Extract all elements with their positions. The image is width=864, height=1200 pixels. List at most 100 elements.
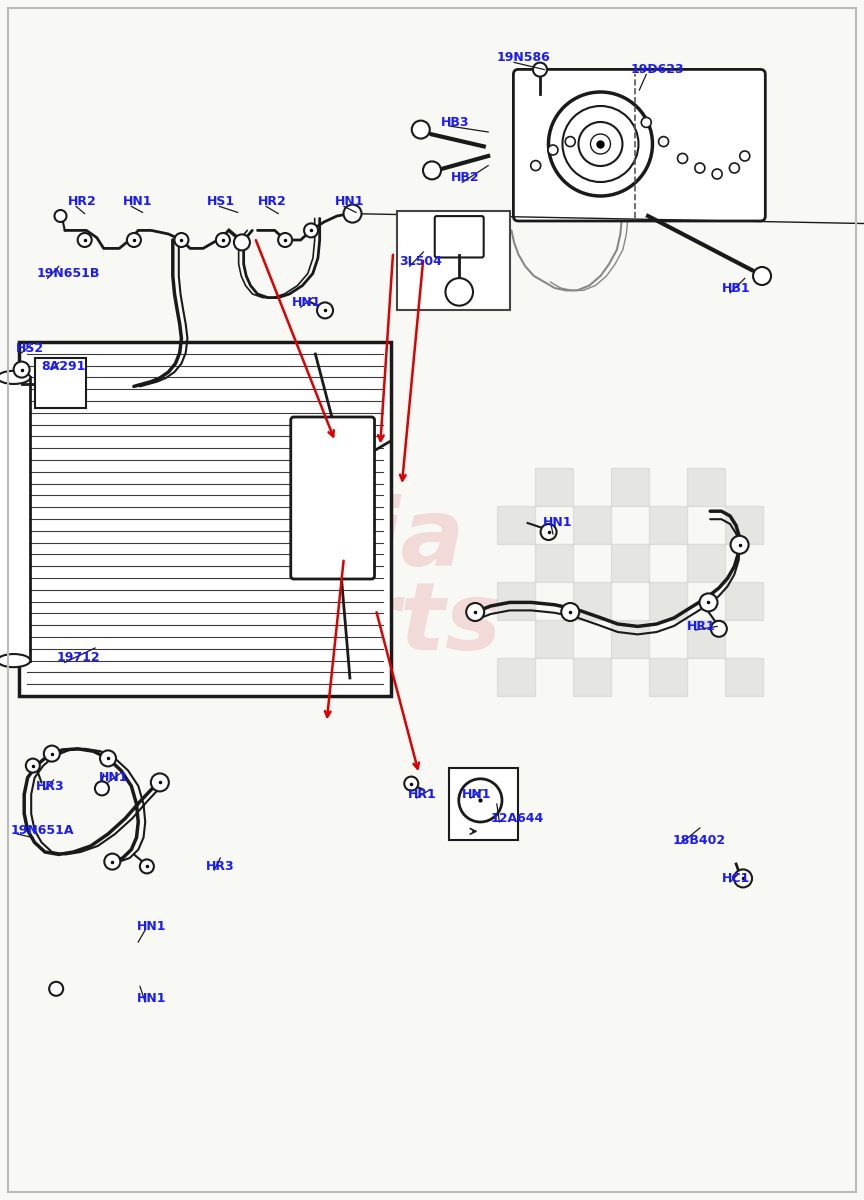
Circle shape <box>216 233 230 247</box>
Text: 19N651B: 19N651B <box>36 268 99 280</box>
Circle shape <box>658 137 669 146</box>
Text: HR1: HR1 <box>687 620 715 632</box>
Text: HN1: HN1 <box>335 196 365 208</box>
Circle shape <box>562 602 579 622</box>
Text: HR2: HR2 <box>67 196 96 208</box>
Circle shape <box>44 745 60 762</box>
Text: HR3: HR3 <box>36 780 65 792</box>
Circle shape <box>26 758 40 773</box>
Text: HN1: HN1 <box>137 992 166 1004</box>
Circle shape <box>530 161 541 170</box>
Circle shape <box>49 982 63 996</box>
Ellipse shape <box>0 654 30 667</box>
Text: 19N651A: 19N651A <box>10 824 73 836</box>
Circle shape <box>140 859 154 874</box>
Circle shape <box>712 169 722 179</box>
Bar <box>649 658 687 696</box>
Circle shape <box>549 92 652 196</box>
Bar <box>573 658 611 696</box>
Circle shape <box>95 781 109 796</box>
Ellipse shape <box>0 371 30 384</box>
Circle shape <box>404 776 418 791</box>
Bar <box>449 768 518 840</box>
Bar <box>497 506 535 544</box>
Circle shape <box>533 62 547 77</box>
Text: 3L504: 3L504 <box>399 256 442 268</box>
Text: HN1: HN1 <box>292 296 321 308</box>
Circle shape <box>740 151 750 161</box>
Circle shape <box>151 774 168 792</box>
Bar <box>497 658 535 696</box>
Bar <box>35 358 86 408</box>
Circle shape <box>753 266 771 284</box>
Circle shape <box>641 118 651 127</box>
Text: 19D623: 19D623 <box>631 64 684 76</box>
Circle shape <box>78 233 92 247</box>
FancyBboxPatch shape <box>291 416 374 578</box>
Circle shape <box>579 122 622 166</box>
Text: HN1: HN1 <box>123 196 152 208</box>
Text: HR2: HR2 <box>257 196 286 208</box>
Text: 8A291: 8A291 <box>41 360 86 372</box>
Circle shape <box>127 233 141 247</box>
Bar <box>573 582 611 620</box>
Circle shape <box>278 233 292 247</box>
Circle shape <box>734 869 752 888</box>
Circle shape <box>459 779 502 822</box>
Bar <box>611 544 649 582</box>
Text: HN1: HN1 <box>137 920 166 932</box>
Bar <box>397 211 510 310</box>
Circle shape <box>729 163 740 173</box>
Text: 19N586: 19N586 <box>497 52 550 64</box>
Circle shape <box>677 154 688 163</box>
Circle shape <box>412 120 429 138</box>
Text: 12A644: 12A644 <box>491 812 544 824</box>
Bar <box>535 468 573 506</box>
Circle shape <box>731 535 748 553</box>
Bar <box>687 468 725 506</box>
Text: HB2: HB2 <box>451 172 480 184</box>
Circle shape <box>711 620 727 637</box>
Bar <box>611 620 649 658</box>
Circle shape <box>317 302 333 318</box>
Text: parts: parts <box>223 578 503 670</box>
Circle shape <box>54 210 67 222</box>
Text: HN1: HN1 <box>99 772 129 784</box>
Bar <box>687 620 725 658</box>
Circle shape <box>467 602 484 622</box>
Text: HN1: HN1 <box>543 516 572 528</box>
Bar <box>497 582 535 620</box>
Circle shape <box>590 134 611 154</box>
Circle shape <box>695 163 705 173</box>
Bar <box>687 544 725 582</box>
Circle shape <box>344 204 361 223</box>
Bar <box>535 544 573 582</box>
Text: HB1: HB1 <box>721 282 750 294</box>
Text: HR3: HR3 <box>206 860 234 872</box>
Bar <box>649 506 687 544</box>
Circle shape <box>700 593 717 611</box>
Circle shape <box>14 361 29 378</box>
Circle shape <box>548 145 558 155</box>
Circle shape <box>541 524 556 540</box>
Circle shape <box>175 233 188 247</box>
Bar <box>19 342 391 696</box>
Text: HC1: HC1 <box>721 872 750 884</box>
Bar <box>725 658 763 696</box>
Circle shape <box>562 106 638 182</box>
Text: HS2: HS2 <box>16 342 44 354</box>
Text: HB3: HB3 <box>441 116 469 128</box>
Text: natia: natia <box>192 494 465 586</box>
Bar <box>649 582 687 620</box>
Circle shape <box>234 234 250 251</box>
Bar <box>535 620 573 658</box>
Text: 18B402: 18B402 <box>672 834 725 846</box>
Circle shape <box>423 162 441 179</box>
FancyBboxPatch shape <box>435 216 484 258</box>
Bar <box>0 377 30 660</box>
Circle shape <box>105 853 120 870</box>
Text: 19712: 19712 <box>56 652 99 664</box>
FancyBboxPatch shape <box>513 70 766 221</box>
Circle shape <box>100 750 116 767</box>
Bar <box>725 506 763 544</box>
